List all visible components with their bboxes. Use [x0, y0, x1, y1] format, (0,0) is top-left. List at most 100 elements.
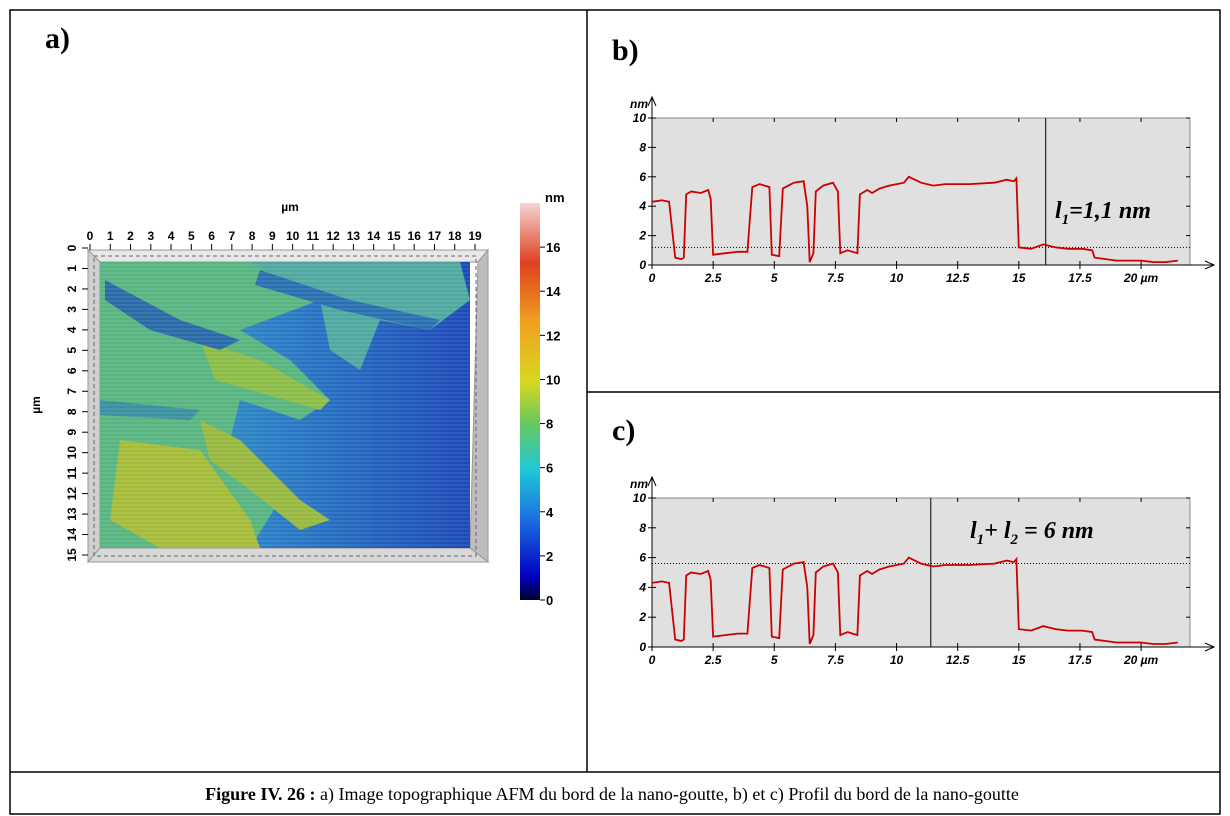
colorbar-tick-label: 8: [546, 417, 553, 432]
colorbar-tick-label: 6: [546, 461, 553, 476]
y-tick-label: 5: [65, 347, 79, 354]
y-tick-label: 8: [65, 408, 79, 415]
x-tick-label: 16: [408, 229, 422, 243]
x-tick-label: 7: [228, 229, 235, 243]
x-tick-label: 7.5: [827, 271, 844, 285]
x-tick-label: 5: [188, 229, 195, 243]
colorbar: [520, 203, 540, 600]
y-tick-label: 7: [65, 388, 79, 395]
y-axis-label: nm: [630, 97, 648, 111]
x-axis-label: µm: [281, 200, 299, 214]
y-tick-label: 8: [639, 521, 646, 535]
y-tick-label: 8: [639, 140, 646, 154]
frame: [9, 9, 1221, 815]
x-tick-label: 0: [649, 271, 656, 285]
y-tick-label: 14: [65, 528, 79, 542]
y-tick-label: 1: [65, 265, 79, 272]
y-tick-label: 4: [638, 199, 646, 213]
y-tick-label: 0: [65, 244, 79, 251]
x-tick-label: 3: [147, 229, 154, 243]
profile-line: [651, 556, 1178, 645]
colorbar-label: nm: [545, 190, 565, 205]
y-arrow: [647, 95, 657, 107]
y-tick-label: 13: [65, 507, 79, 521]
y-tick-label: 11: [65, 466, 79, 479]
x-tick-label: 17.5: [1068, 653, 1092, 667]
panel-label: a): [45, 22, 70, 55]
colorbar-tick-label: 16: [546, 240, 560, 255]
x-tick-label: 4: [168, 229, 175, 243]
colorbar-tick-label: 4: [546, 505, 554, 520]
y-tick-label: 2: [638, 229, 646, 243]
annotation-subscript: 1: [977, 532, 985, 548]
x-tick-label: 12.5: [946, 653, 970, 667]
colorbar-tick-label: 10: [546, 372, 560, 387]
annotation-subscript: 1: [1062, 212, 1070, 228]
caption-label: Figure IV. 26 :: [205, 784, 315, 804]
y-arrow: [647, 475, 657, 487]
x-tick-label: 14: [367, 229, 381, 243]
y-tick-label: 6: [639, 551, 646, 565]
caption-text: a) Image topographique AFM du bord de la…: [316, 784, 1019, 805]
y-tick-label: 10: [633, 111, 647, 125]
x-tick-label: 12.5: [946, 271, 970, 285]
x-tick-label: 15: [1012, 653, 1026, 667]
x-tick-label: 12: [326, 229, 340, 243]
x-tick-label: 2.5: [704, 653, 722, 667]
x-tick-label: 8: [249, 229, 256, 243]
y-tick-label: 2: [65, 285, 79, 292]
y-tick-label: 0: [639, 640, 646, 654]
x-tick-label: 2.5: [704, 271, 722, 285]
y-tick-label: 4: [638, 580, 646, 594]
panel-label: c): [612, 414, 635, 447]
x-tick-label: 9: [269, 229, 276, 243]
colorbar-tick-label: 0: [546, 593, 553, 608]
y-tick-label: 6: [639, 170, 646, 184]
x-tick-label: 20 µm: [1123, 271, 1159, 285]
panel-label: b): [612, 34, 639, 67]
x-tick-label: 0: [87, 229, 94, 243]
x-tick-label: 19: [468, 229, 482, 243]
colorbar-tick-label: 14: [546, 284, 561, 299]
y-tick-label: 12: [65, 487, 79, 501]
x-tick-label: 10: [286, 229, 300, 243]
x-tick-label: 17.5: [1068, 271, 1092, 285]
x-tick-label: 15: [387, 229, 401, 243]
x-tick-label: 10: [890, 271, 904, 285]
colorbar-tick-label: 2: [546, 549, 553, 564]
y-tick-label: 15: [65, 548, 79, 562]
annotation-text: = 6 nm: [1018, 518, 1094, 544]
x-tick-label: 18: [448, 229, 462, 243]
afm-image: [86, 248, 490, 564]
x-arrow: [1204, 260, 1216, 270]
y-tick-label: 10: [65, 446, 79, 460]
x-tick-label: 10: [890, 653, 904, 667]
x-tick-label: 2: [127, 229, 134, 243]
x-tick-label: 11: [307, 229, 320, 243]
x-tick-label: 1: [107, 229, 114, 243]
y-tick-label: 2: [638, 610, 646, 624]
annotation-text: + l: [984, 518, 1011, 544]
annotation-subscript: 2: [1010, 532, 1019, 548]
profile-line: [651, 175, 1178, 263]
y-tick-label: 4: [65, 326, 79, 333]
x-tick-label: 13: [347, 229, 361, 243]
x-tick-label: 6: [208, 229, 215, 243]
annotation: l1+ l2 = 6 nm: [970, 518, 1094, 548]
annotation-text: l: [970, 518, 977, 544]
y-tick-label: 3: [65, 306, 79, 313]
y-axis-label: nm: [630, 477, 648, 491]
x-tick-label: 17: [428, 229, 442, 243]
x-tick-label: 15: [1012, 271, 1026, 285]
plot-area: [651, 497, 1191, 648]
annotation-text: =1,1 nm: [1069, 198, 1151, 224]
y-tick-label: 0: [639, 258, 646, 272]
x-tick-label: 5: [771, 653, 778, 667]
annotation: l1=1,1 nm: [1055, 198, 1151, 228]
y-tick-label: 9: [65, 429, 79, 436]
y-axis-label: µm: [29, 396, 43, 414]
x-tick-label: 0: [649, 653, 656, 667]
x-tick-label: 7.5: [827, 653, 844, 667]
x-tick-label: 5: [771, 271, 778, 285]
